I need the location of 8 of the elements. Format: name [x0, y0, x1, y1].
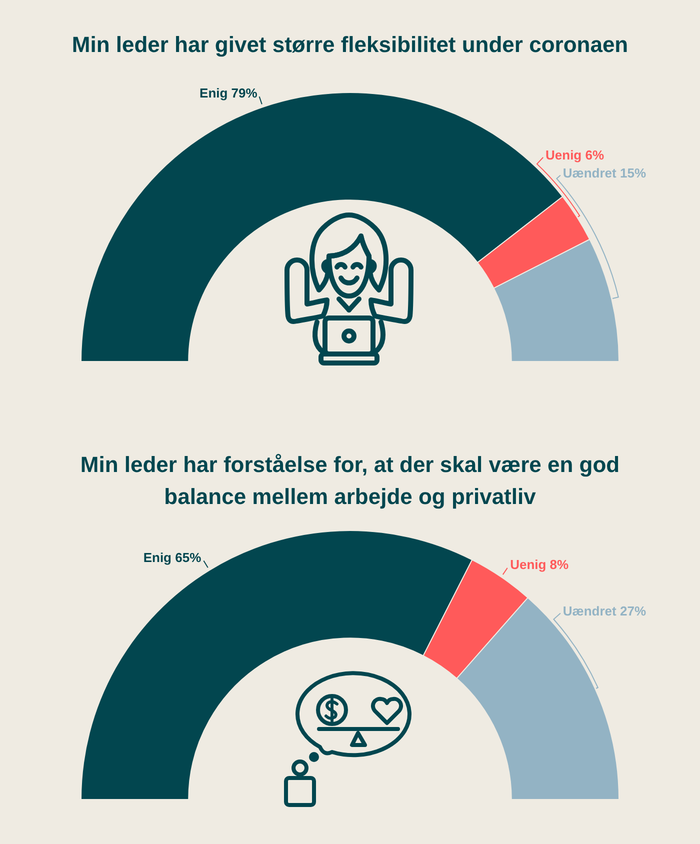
slice-label: Uændret 27% [562, 604, 646, 619]
slice-label: Enig 79% [200, 85, 258, 100]
slice-label: Uenig 8% [510, 557, 570, 572]
slice-label: Uenig 6% [546, 148, 604, 163]
chart-title: Min leder har givet større fleksibilitet under coronaen [70, 31, 630, 59]
slice-label: Uændret 15% [562, 166, 646, 181]
chart-title: Min leder har forståelse for, at der skal være en god balance mellem arbejde og privatliv [79, 451, 621, 511]
slice-label: Enig 65% [143, 550, 202, 565]
